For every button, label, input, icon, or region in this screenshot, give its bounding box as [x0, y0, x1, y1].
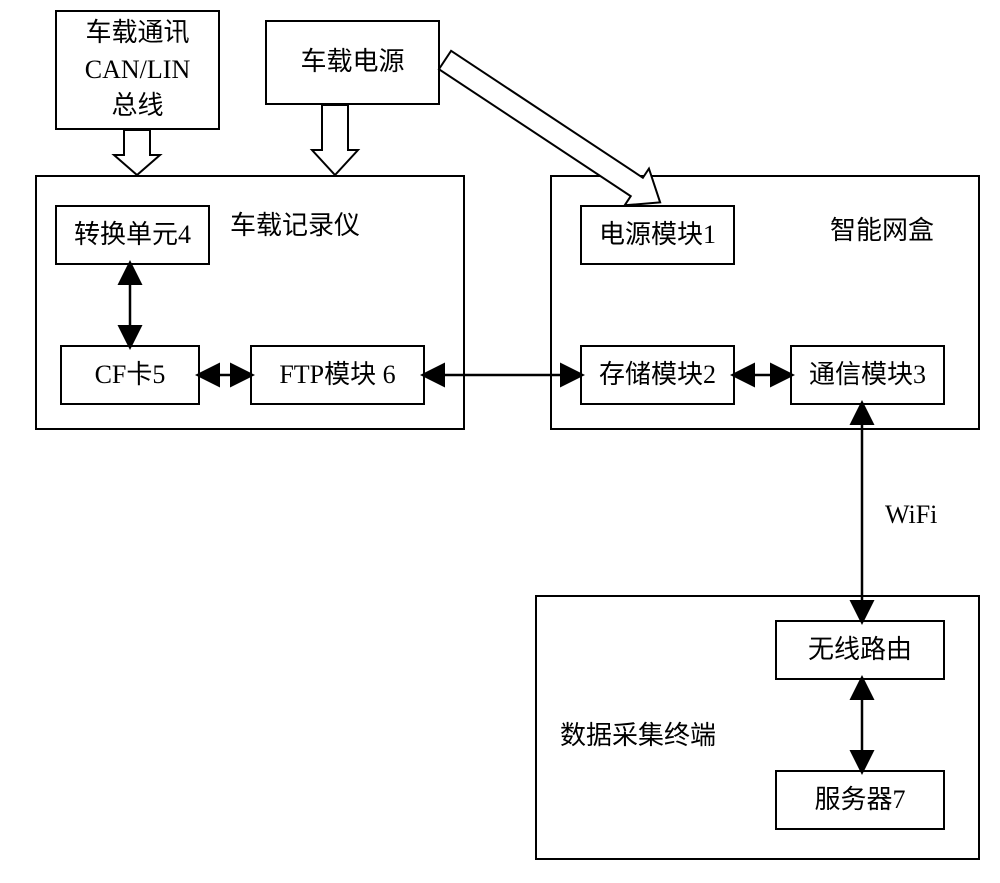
arrow-bus-to-recorder	[114, 130, 160, 175]
bus-line3: 总线	[111, 91, 163, 120]
bus-box: 车载通讯 CAN/LIN 总线	[55, 10, 220, 130]
storage-label: 存储模块2	[599, 357, 716, 393]
bus-line1: 车载通讯	[85, 18, 189, 47]
wifi-label: WiFi	[885, 500, 937, 530]
recorder-title: 车载记录仪	[230, 205, 360, 242]
cf-label: CF卡5	[95, 357, 166, 393]
powermod-label: 电源模块1	[599, 217, 716, 253]
server-box: 服务器7	[775, 770, 945, 830]
bus-line2: CAN/LIN	[85, 55, 190, 84]
router-label: 无线路由	[808, 632, 912, 668]
power-module-box: 电源模块1	[580, 205, 735, 265]
smartbox-title: 智能网盒	[830, 210, 934, 247]
ftp-label: FTP模块 6	[279, 357, 395, 393]
storage-module-box: 存储模块2	[580, 345, 735, 405]
conversion-unit-box: 转换单元4	[55, 205, 210, 265]
comm-label: 通信模块3	[809, 357, 926, 393]
server-label: 服务器7	[814, 782, 905, 818]
ftp-module-box: FTP模块 6	[250, 345, 425, 405]
power-box: 车载电源	[265, 20, 440, 105]
conversion-label: 转换单元4	[74, 217, 191, 253]
power-label: 车载电源	[300, 44, 404, 80]
arrow-power-to-recorder	[312, 105, 358, 175]
terminal-title: 数据采集终端	[560, 715, 716, 752]
router-box: 无线路由	[775, 620, 945, 680]
comm-module-box: 通信模块3	[790, 345, 945, 405]
cf-card-box: CF卡5	[60, 345, 200, 405]
